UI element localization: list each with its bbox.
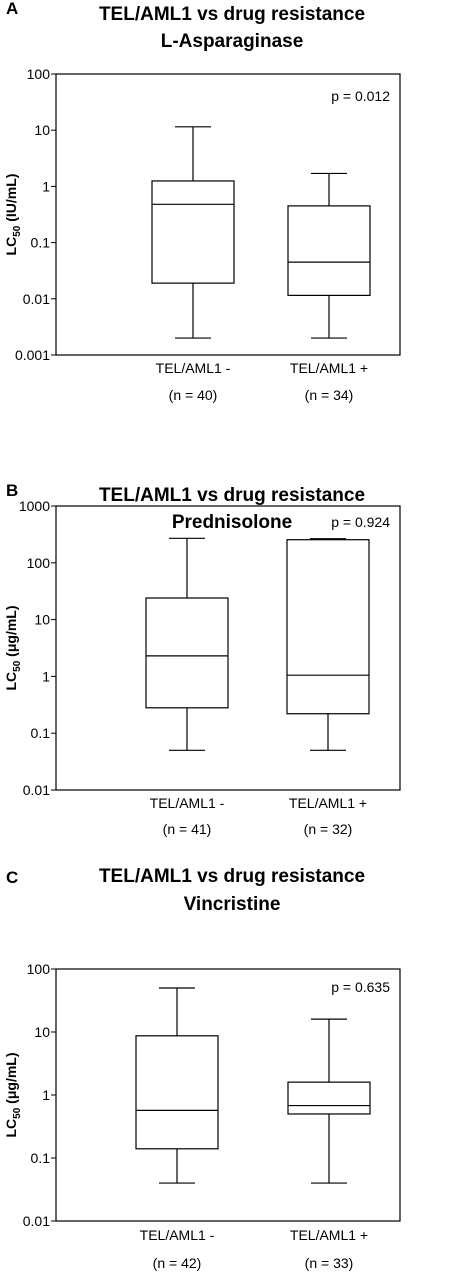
- x-category-label: TEL/AML1 +: [290, 1227, 368, 1243]
- chart-subtitle: L-Asparaginase: [161, 31, 304, 52]
- x-category-label: TEL/AML1 -: [140, 1227, 215, 1243]
- box-tel-aml1-positive: [286, 538, 370, 751]
- chart-title: TEL/AML1 vs drug resistance: [99, 866, 365, 887]
- panel-letter: C: [6, 868, 18, 887]
- y-tick-label: 100: [27, 961, 51, 977]
- x-category-n: (n = 41): [163, 821, 212, 837]
- y-tick-label: 1: [42, 1087, 50, 1103]
- y-tick-label: 0.01: [23, 782, 50, 798]
- y-tick-label: 10: [34, 1024, 50, 1040]
- box-tel-aml1-negative: [145, 537, 229, 751]
- y-tick-label: 10: [34, 612, 50, 628]
- y-axis-label: LC50 (μg/mL): [3, 1052, 23, 1137]
- x-category-label: TEL/AML1 +: [290, 360, 368, 376]
- iqr-box: [135, 1035, 219, 1150]
- plot-frame: [55, 505, 401, 791]
- y-tick-label: 0.01: [23, 1213, 50, 1229]
- chart-title: TEL/AML1 vs drug resistance: [99, 4, 365, 25]
- iqr-box: [286, 539, 370, 715]
- x-category-n: (n = 33): [305, 1255, 354, 1271]
- y-tick-label: 0.1: [31, 235, 51, 251]
- iqr-box: [287, 205, 371, 296]
- chart-subtitle: Prednisolone: [172, 512, 292, 533]
- box-tel-aml1-negative: [135, 987, 219, 1184]
- x-category-n: (n = 32): [304, 821, 353, 837]
- y-tick-label: 100: [27, 66, 51, 82]
- x-category-label: TEL/AML1 +: [289, 795, 367, 811]
- p-value: p = 0.924: [331, 514, 390, 530]
- box-tel-aml1-positive: [287, 1018, 371, 1184]
- y-tick-label: 0.01: [23, 291, 50, 307]
- p-value: p = 0.635: [331, 979, 390, 995]
- iqr-box: [145, 597, 229, 709]
- y-axis-label: LC50 (IU/mL): [3, 174, 23, 256]
- panel-letter: B: [6, 481, 18, 500]
- y-tick-label: 0.001: [15, 347, 50, 363]
- iqr-box: [287, 1081, 371, 1115]
- x-category-n: (n = 40): [169, 387, 218, 403]
- y-tick-label: 0.1: [31, 725, 51, 741]
- plot-frame: [55, 73, 401, 356]
- box-tel-aml1-positive: [287, 172, 371, 339]
- panel-a: A TEL/AML1 vs drug resistance L-Asparagina…: [3, 0, 401, 403]
- y-tick-label: 1: [42, 668, 50, 684]
- p-value: p = 0.012: [331, 88, 390, 104]
- x-category-label: TEL/AML1 -: [150, 795, 225, 811]
- chart-subtitle: Vincristine: [184, 894, 281, 915]
- panel-b: B TEL/AML1 vs drug resistance Prednisolone…: [3, 481, 401, 837]
- x-category-n: (n = 42): [153, 1255, 202, 1271]
- x-category-n: (n = 34): [305, 387, 354, 403]
- panel-letter: A: [6, 0, 18, 18]
- y-tick-label: 1: [42, 178, 50, 194]
- y-axis-label: LC50 (μg/mL): [3, 605, 23, 690]
- y-tick-label: 0.1: [31, 1150, 51, 1166]
- iqr-box: [151, 180, 235, 284]
- chart-title: TEL/AML1 vs drug resistance: [99, 485, 365, 506]
- y-tick-label: 1000: [19, 498, 50, 514]
- box-tel-aml1-negative: [151, 126, 235, 339]
- y-tick-label: 100: [27, 555, 51, 571]
- panel-c: C TEL/AML1 vs drug resistance Vincristine 0…: [3, 866, 401, 1271]
- y-tick-label: 10: [34, 122, 50, 138]
- x-category-label: TEL/AML1 -: [156, 360, 231, 376]
